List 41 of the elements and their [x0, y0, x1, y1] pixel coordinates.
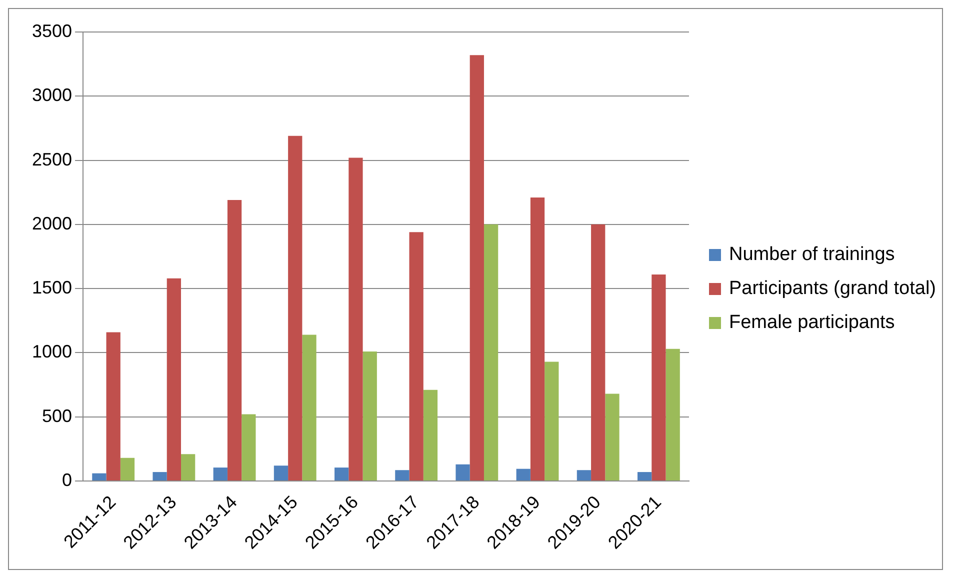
- bar: [484, 224, 498, 480]
- bar: [92, 472, 106, 480]
- bar: [652, 274, 666, 480]
- legend-label: Participants (grand total): [729, 278, 936, 300]
- bar: [152, 472, 167, 480]
- bar: [334, 467, 349, 480]
- bar: [576, 470, 592, 480]
- bar: [242, 414, 256, 480]
- bar: [302, 334, 316, 480]
- bar: [516, 468, 530, 480]
- bar: [106, 332, 120, 480]
- bar: [288, 135, 302, 480]
- bar: [666, 348, 680, 480]
- bar: [348, 157, 363, 480]
- bar: [605, 393, 620, 480]
- y-tick-label: 0: [62, 469, 72, 490]
- y-tick-label: 2500: [32, 148, 72, 169]
- y-tick-label: 500: [42, 405, 72, 426]
- y-tick-label: 1000: [32, 341, 72, 362]
- bar: [591, 224, 606, 480]
- bar: [362, 350, 377, 480]
- bar: [470, 54, 484, 480]
- bar: [530, 196, 545, 480]
- y-tick-label: 1500: [32, 277, 72, 298]
- y-tick-label: 2000: [32, 212, 72, 233]
- bar: [227, 200, 242, 480]
- bar: [423, 389, 438, 480]
- bar: [181, 454, 196, 480]
- y-tick-label: 3500: [32, 20, 72, 40]
- bar: [544, 361, 559, 480]
- y-tick-label: 3000: [32, 84, 72, 105]
- bar: [120, 457, 135, 480]
- bar: [637, 472, 652, 480]
- bar: [274, 465, 288, 480]
- bar: [409, 232, 424, 480]
- bar: [395, 470, 410, 480]
- bar: [166, 278, 182, 480]
- bar: [456, 464, 470, 480]
- legend-label: Number of trainings: [729, 244, 895, 266]
- bar: [213, 467, 228, 480]
- legend-label: Female participants: [729, 312, 895, 334]
